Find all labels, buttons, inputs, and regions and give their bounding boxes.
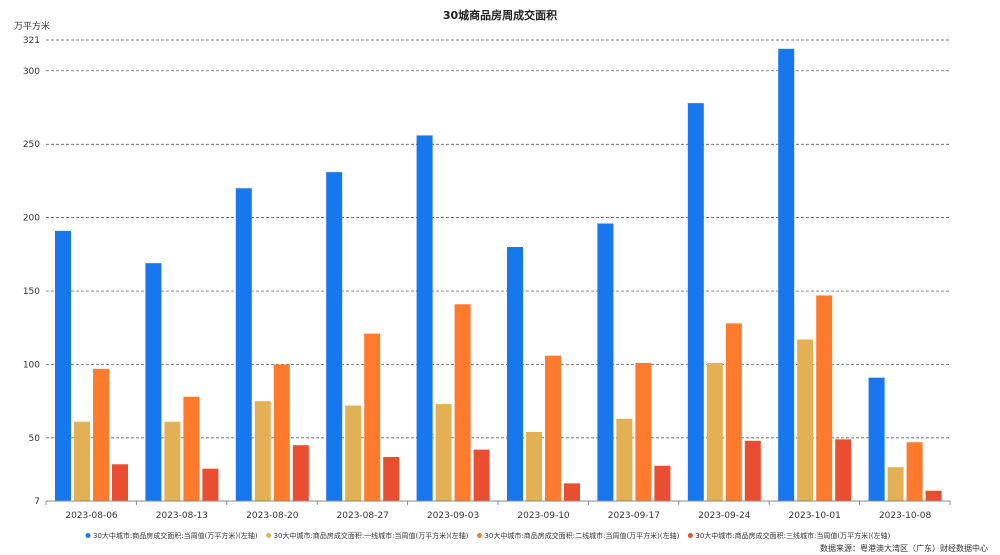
source-note: 数据来源：粤港澳大湾区（广东）财经数据中心 [820,543,988,553]
legend-marker [687,533,693,538]
x-tick-label: 2023-08-27 [337,511,389,521]
legend-marker [85,533,91,538]
x-tick-label: 2023-09-17 [608,511,660,521]
y-tick-label: 250 [23,140,40,150]
bar [706,362,723,501]
bar [235,188,252,501]
y-tick-label: 7 [34,497,40,507]
bar [112,464,128,501]
y-tick-label: 100 [23,360,40,370]
bar [816,295,833,501]
bar [835,439,852,501]
y-tick-label: 150 [23,287,40,297]
bar [183,396,200,501]
bar [906,442,923,501]
bar [473,449,490,501]
bar [254,401,271,501]
y-tick-label: 50 [29,434,41,444]
legend-marker [476,533,482,538]
x-axis-ticks: 2023-08-06 2023-08-13 2023-08-20 2023-08-27… [45,501,951,521]
bar [616,418,633,501]
bar [507,247,523,501]
x-tick-label: 2023-09-10 [517,511,570,521]
bar [55,230,71,502]
x-tick-label: 2023-08-20 [246,511,299,521]
legend-label: 30大中城市:商品房成交面积:三线城市:当周值(万平方米)(左轴) [695,531,890,540]
bar [526,431,542,501]
legend-label: 30大中城市:商品房成交面积:二线城市:当周值(万平方米)(左轴) [484,531,679,540]
y-axis-unit: 万平方米 [14,20,50,32]
bars [55,48,942,502]
bar [654,465,671,501]
bar [416,135,433,501]
bar [597,223,614,501]
bar [868,377,885,501]
x-tick-label: 2023-10-01 [789,511,841,521]
bar [202,468,219,501]
bar [164,421,181,501]
bar [345,405,362,501]
bar [383,456,400,501]
bar [564,483,580,501]
bar [635,362,652,501]
y-tick-label: 300 [23,67,40,77]
chart-title: 30城商品房周成交面积 [443,8,557,22]
x-tick-label: 2023-08-13 [156,511,208,521]
bar [326,172,343,501]
bar [778,48,795,501]
legend-label: 30大中城市:商品房成交面积:当周值(万平方米)(左轴) [93,531,258,540]
bar [687,103,704,502]
bar [93,368,109,501]
x-tick-label: 2023-08-06 [65,511,118,521]
bar [292,445,309,501]
legend-label: 30大中城市:商品房成交面积:一线城市:当周值(万平方米)(左轴) [274,531,469,540]
bar [887,467,904,501]
bar [725,323,742,501]
bar [545,355,561,501]
x-tick-label: 2023-09-03 [427,511,479,521]
y-tick-label: 321 [23,36,40,46]
bar [364,333,381,501]
bar [925,490,942,501]
bar [145,263,162,501]
legend-marker [266,533,272,538]
bar [435,404,452,501]
legend: 30大中城市:商品房成交面积:当周值(万平方米)(左轴) 30大中城市:商品房成交… [85,531,891,540]
bar [454,304,471,501]
bar [797,339,814,501]
y-tick-label: 200 [23,214,40,224]
gridlines [46,39,950,439]
x-tick-label: 2023-10-08 [879,511,932,521]
bar [273,364,290,501]
bar [744,440,761,501]
bar [74,421,90,501]
y-axis-ticks: 7 50 100 150 200 250 300 321 [23,36,40,507]
x-tick-label: 2023-09-24 [698,511,751,521]
